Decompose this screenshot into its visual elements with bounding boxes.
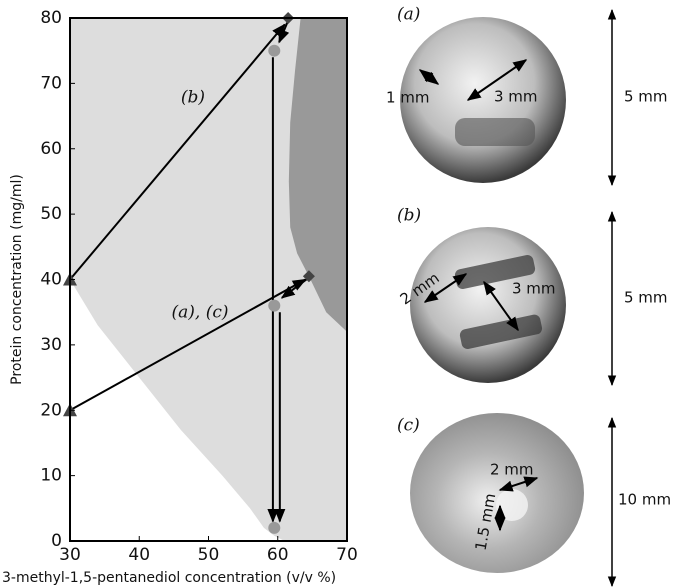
crystal-photo [410, 227, 566, 383]
dim-arrow [423, 273, 468, 303]
scale: 5 mm [624, 88, 668, 106]
dimension: 1 mm [386, 89, 430, 107]
x-axis-title: 3-methyl-1,5-pentanediol concentration (… [2, 570, 336, 586]
annotation: (a), (c) [172, 303, 229, 323]
diamond-marker [302, 270, 315, 283]
scale: 5 mm [624, 289, 668, 307]
crystal [455, 118, 535, 146]
y-tick-label: 60 [40, 139, 62, 159]
x-tick-label: 30 [59, 545, 81, 565]
crystal [459, 314, 543, 349]
y-tick-label: 50 [40, 204, 62, 224]
dim-arrow [466, 59, 528, 101]
crystal [454, 255, 536, 289]
panel-c: (c) 2 mm 1.5 mm 10 mm [397, 413, 671, 588]
panel-label: (a) [397, 5, 420, 25]
y-tick-label: 0 [51, 531, 62, 551]
circle-marker [268, 44, 281, 57]
y-tick-label: 30 [40, 335, 62, 355]
scale: 10 mm [618, 491, 671, 509]
path-arrow [280, 276, 310, 299]
path-arrow [278, 20, 290, 44]
x-tick-label: 40 [128, 545, 150, 565]
x-tick-label: 50 [198, 545, 220, 565]
x-tick-label: 70 [336, 545, 358, 565]
crystal-photo [410, 413, 584, 573]
dimension: 3 mm [494, 88, 538, 106]
path-arrow [69, 278, 307, 412]
x-tick-label: 60 [267, 545, 289, 565]
phase-region [70, 18, 347, 541]
panel-b: (b) 2 mm 3 mm 5 mm [397, 206, 668, 387]
annotation: (b) [181, 88, 205, 108]
dimension: 3 mm [512, 280, 556, 298]
y-tick-label: 20 [40, 400, 62, 420]
y-tick-label: 40 [40, 270, 62, 290]
path-arrow [69, 23, 286, 281]
y-axis-title: Protein concentration (mg/ml) [9, 174, 25, 385]
panel-a: (a) 1 mm 3 mm 5 mm [386, 5, 668, 187]
dim-arrow [498, 476, 539, 492]
panel-label: (b) [397, 206, 421, 226]
phase-region [288, 18, 347, 332]
y-tick-label: 70 [40, 73, 62, 93]
panel-label: (c) [397, 416, 420, 436]
y-tick-label: 80 [40, 8, 62, 28]
circle-marker [268, 299, 281, 312]
y-tick-label: 10 [40, 466, 62, 486]
dim-arrow [418, 69, 440, 85]
dimension: 2 mm [490, 461, 534, 479]
circle-marker [268, 521, 281, 534]
dim-arrow [483, 280, 519, 332]
